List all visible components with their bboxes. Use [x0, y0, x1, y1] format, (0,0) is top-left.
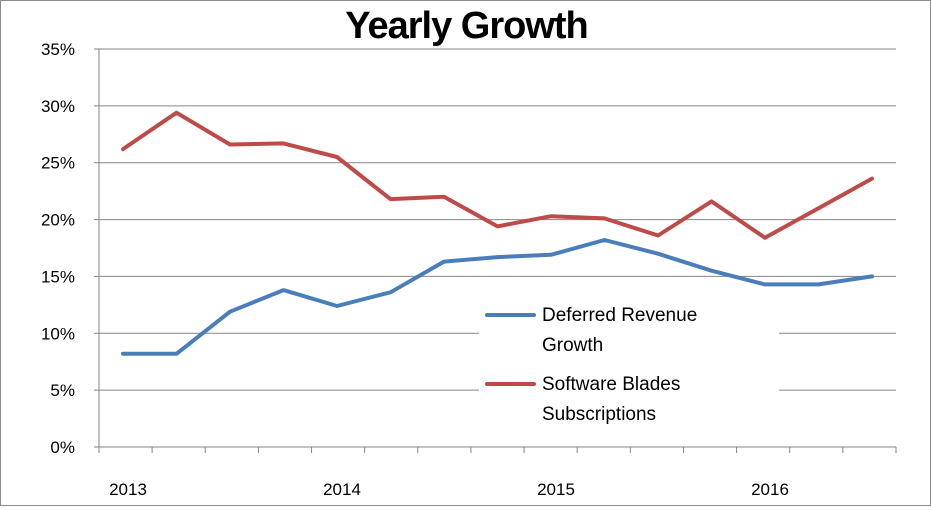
legend-entry-bg — [479, 368, 779, 430]
legend-entry-bg — [479, 299, 779, 361]
legend-label: Software Blades — [542, 374, 680, 395]
y-tick-label: 20% — [41, 211, 75, 230]
series-line-2 — [121, 110, 874, 240]
x-tick-label: 2013 — [109, 480, 147, 499]
y-tick-label: 0% — [50, 438, 75, 457]
series-line-1 — [121, 238, 874, 356]
x-tick-label: 2014 — [323, 480, 361, 499]
chart-title: Yearly Growth — [345, 5, 589, 47]
x-tick-label: 2016 — [751, 480, 789, 499]
y-tick-label: 5% — [50, 381, 75, 400]
y-tick-label: 35% — [41, 40, 75, 59]
y-tick-label: 15% — [41, 267, 75, 286]
legend-label: Subscriptions — [542, 404, 656, 425]
legend-label: Growth — [542, 335, 603, 356]
y-tick-label: 30% — [41, 97, 75, 116]
y-tick-label: 25% — [41, 154, 75, 173]
legend-label: Deferred Revenue — [542, 305, 697, 326]
x-tick-label: 2015 — [537, 480, 575, 499]
y-tick-label: 10% — [41, 324, 75, 343]
